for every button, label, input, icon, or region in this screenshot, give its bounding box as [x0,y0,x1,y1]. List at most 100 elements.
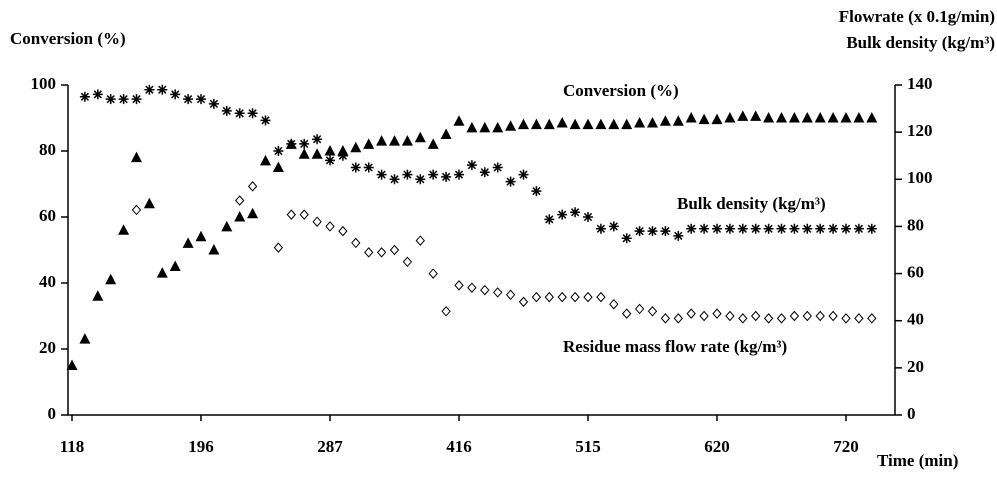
point [415,235,425,246]
point [453,115,465,126]
y2-tick-label: 120 [907,121,933,140]
point [351,237,361,249]
point [557,291,567,303]
point [79,333,91,344]
point [454,280,464,291]
point [247,108,258,119]
point [389,135,400,146]
point [156,267,168,278]
y2-tick-label: 100 [907,168,933,187]
point [273,242,284,253]
point [221,220,233,232]
y2-tick-label: 140 [907,74,933,93]
point [854,313,864,324]
x-axis-title: Time (min) [877,451,958,470]
point [492,162,503,173]
point [401,135,413,146]
point [828,223,839,234]
point [711,113,723,125]
point [518,169,529,180]
x-tick-label: 118 [60,437,85,456]
point [441,171,452,182]
point [402,169,413,180]
point [247,207,259,219]
point [763,223,774,234]
point [622,308,632,319]
point [698,113,710,125]
y2-axis-title: Flowrate (x 0.1g/min) [839,7,995,26]
point [530,118,542,130]
point [582,118,594,130]
point [467,282,477,293]
point [867,313,877,324]
point [570,291,580,303]
point [312,134,323,145]
series-annotation: Bulk density (kg/m³) [677,194,826,213]
point [738,313,748,324]
y2-tick-label: 80 [907,215,924,234]
y-tick-label: 20 [39,338,56,357]
point [583,291,593,303]
point [557,209,568,220]
point [609,298,619,310]
point [621,233,632,244]
point [479,121,491,133]
y-axis-title: Conversion (%) [10,29,126,48]
point [751,310,761,322]
point [183,94,194,105]
point [311,148,323,159]
point [376,169,387,180]
point [815,310,825,322]
y-tick-label: 0 [48,404,57,423]
y2-tick-label: 40 [907,310,924,329]
point [699,310,709,322]
point [466,160,477,171]
point [608,118,620,130]
point [299,209,309,220]
point [531,291,542,303]
x-tick-label: 720 [833,437,859,456]
point [170,89,181,100]
point [325,155,335,166]
point [518,296,529,308]
point [260,115,271,126]
point [131,204,142,216]
point [673,230,684,241]
point [544,291,554,303]
point [299,138,310,149]
point [234,211,246,222]
point [92,89,103,100]
point [272,161,284,172]
y2-tick-label: 20 [907,357,924,376]
point [712,223,722,234]
point [105,273,117,285]
point [801,112,813,123]
point [802,223,813,234]
point [479,167,490,178]
point [634,116,646,128]
point [415,174,426,185]
point [750,223,761,234]
point [157,84,168,95]
point [480,284,490,296]
y-tick-label: 60 [39,206,56,225]
point [505,176,516,187]
point [634,303,645,315]
point [621,118,633,130]
point [712,308,722,319]
point [595,223,606,234]
point [79,91,90,102]
point [169,260,181,271]
y-tick-label: 100 [31,74,57,93]
point [92,290,104,301]
point [673,313,683,324]
point [428,268,438,279]
point [364,247,374,258]
point [763,313,774,324]
point [414,131,426,143]
point [118,224,130,235]
point [350,162,361,173]
point [853,223,864,234]
point [815,223,826,234]
